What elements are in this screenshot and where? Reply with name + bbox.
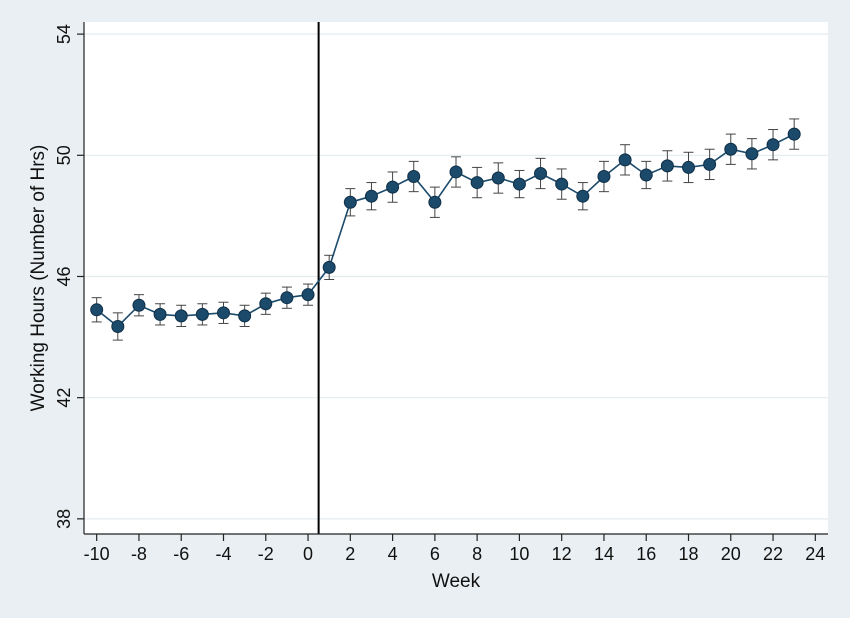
data-point xyxy=(534,166,548,180)
data-point xyxy=(386,180,400,194)
x-axis-title: Week xyxy=(432,571,481,592)
x-tick-label: -8 xyxy=(131,544,147,564)
series-line xyxy=(96,133,795,328)
data-point xyxy=(259,297,273,311)
x-tick-label: -4 xyxy=(215,544,231,564)
y-tick-label: 50 xyxy=(54,145,74,165)
data-point xyxy=(724,142,738,156)
data-point xyxy=(597,170,611,184)
x-tick-label: 2 xyxy=(345,544,355,564)
y-axis-title: Working Hours (Number of Hrs) xyxy=(28,145,49,412)
data-point xyxy=(217,306,230,320)
x-tick-label: 18 xyxy=(678,544,698,564)
data-point xyxy=(280,291,294,305)
gridlines xyxy=(84,33,828,520)
x-tick-label: 10 xyxy=(509,544,529,564)
data-series xyxy=(90,118,801,341)
data-point xyxy=(449,165,463,179)
data-point xyxy=(111,319,125,333)
x-tick-label: 6 xyxy=(430,544,440,564)
data-point xyxy=(238,309,252,323)
data-point xyxy=(322,260,336,274)
data-point xyxy=(132,298,146,312)
data-point xyxy=(555,177,569,191)
data-point xyxy=(787,127,801,141)
data-point xyxy=(90,303,104,317)
y-tick-label: 46 xyxy=(54,266,74,286)
x-tick-label: 12 xyxy=(552,544,572,564)
data-point xyxy=(660,159,674,173)
x-tick-label: 0 xyxy=(303,544,313,564)
x-tick-label: 14 xyxy=(594,544,614,564)
data-point xyxy=(576,189,590,203)
data-point xyxy=(618,153,632,167)
x-tick-label: -6 xyxy=(173,544,189,564)
y-tick-label: 42 xyxy=(54,388,74,408)
y-axis-ticks: 38 42 46 50 54 xyxy=(54,24,84,529)
data-point xyxy=(428,195,442,209)
data-point xyxy=(407,170,421,184)
y-tick-label: 54 xyxy=(54,24,74,44)
x-tick-label: -2 xyxy=(258,544,274,564)
x-tick-label: 16 xyxy=(636,544,656,564)
data-point xyxy=(174,309,188,323)
data-point xyxy=(682,160,695,174)
x-tick-label: 22 xyxy=(763,544,783,564)
x-tick-label: 4 xyxy=(388,544,398,564)
data-point xyxy=(195,307,209,321)
x-axis-ticks: -10 -8 -6 -4 -2 0 2 4 6 8 10 12 14 16 18 20 22 24 xyxy=(84,534,825,564)
data-point xyxy=(470,176,484,190)
data-point xyxy=(301,288,315,302)
data-point xyxy=(491,171,505,185)
plot-area xyxy=(84,22,828,534)
data-point xyxy=(703,157,717,171)
data-point xyxy=(639,168,653,182)
y-tick-label: 38 xyxy=(54,509,74,529)
x-tick-label: 24 xyxy=(805,544,825,564)
data-point xyxy=(153,307,167,321)
x-tick-label: 20 xyxy=(721,544,741,564)
axes xyxy=(83,22,828,535)
data-point xyxy=(766,138,780,152)
data-point xyxy=(364,189,378,203)
data-point xyxy=(512,177,526,191)
data-point xyxy=(745,147,759,161)
data-point xyxy=(343,195,357,209)
x-tick-label: 8 xyxy=(472,544,482,564)
x-tick-label: -10 xyxy=(84,544,110,564)
